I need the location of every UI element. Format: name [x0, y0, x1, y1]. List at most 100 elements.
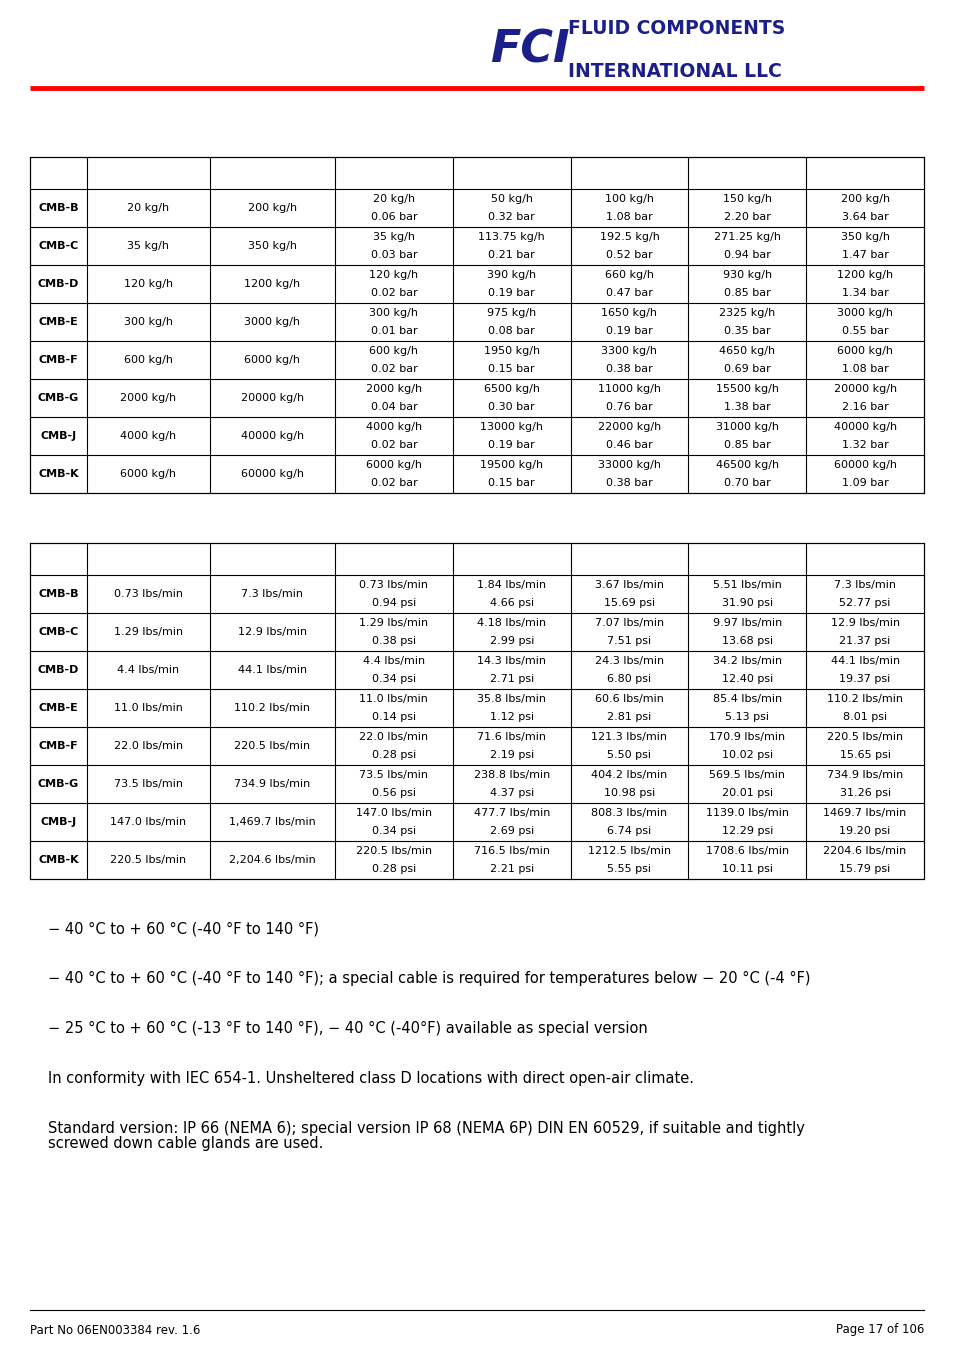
Text: CMB-F: CMB-F	[39, 740, 78, 751]
Text: 110.2 lbs/min: 110.2 lbs/min	[826, 694, 902, 704]
Text: 7.07 lbs/min: 7.07 lbs/min	[595, 619, 663, 628]
Text: 12.29 psi: 12.29 psi	[720, 825, 772, 836]
Text: 1200 kg/h: 1200 kg/h	[244, 280, 300, 289]
Text: 60000 kg/h: 60000 kg/h	[833, 461, 896, 470]
Text: 0.52 bar: 0.52 bar	[605, 250, 652, 259]
Text: 6.74 psi: 6.74 psi	[607, 825, 651, 836]
Text: 10.02 psi: 10.02 psi	[721, 750, 772, 759]
Text: 60.6 lbs/min: 60.6 lbs/min	[595, 694, 663, 704]
Text: 4650 kg/h: 4650 kg/h	[719, 346, 775, 357]
Bar	[30, 157, 923, 493]
Text: Page 17 of 106: Page 17 of 106	[835, 1324, 923, 1336]
Text: 1469.7 lbs/min: 1469.7 lbs/min	[822, 808, 905, 819]
Text: 1.08 bar: 1.08 bar	[605, 212, 652, 222]
Text: 5.50 psi: 5.50 psi	[607, 750, 651, 759]
Text: 1.12 psi: 1.12 psi	[489, 712, 533, 721]
Text: 238.8 lbs/min: 238.8 lbs/min	[473, 770, 549, 781]
Text: 110.2 lbs/min: 110.2 lbs/min	[234, 703, 310, 713]
Text: CMB-E: CMB-E	[38, 317, 78, 327]
Text: Part No 06EN003384 rev. 1.6: Part No 06EN003384 rev. 1.6	[30, 1324, 200, 1336]
Text: 220.5 lbs/min: 220.5 lbs/min	[111, 855, 187, 865]
Text: 0.73 lbs/min: 0.73 lbs/min	[359, 581, 428, 590]
Text: 404.2 lbs/min: 404.2 lbs/min	[591, 770, 667, 781]
Text: 0.30 bar: 0.30 bar	[488, 401, 535, 412]
Text: screwed down cable glands are used.: screwed down cable glands are used.	[48, 1136, 323, 1151]
Text: 1.08 bar: 1.08 bar	[841, 363, 887, 374]
Text: 0.21 bar: 0.21 bar	[488, 250, 535, 259]
Text: 6000 kg/h: 6000 kg/h	[244, 355, 300, 365]
Text: 11.0 lbs/min: 11.0 lbs/min	[359, 694, 428, 704]
Text: 200 kg/h: 200 kg/h	[840, 195, 889, 204]
Text: 716.5 lbs/min: 716.5 lbs/min	[474, 846, 549, 857]
Text: 1200 kg/h: 1200 kg/h	[836, 270, 892, 280]
Text: 390 kg/h: 390 kg/h	[487, 270, 536, 280]
Text: 71.6 lbs/min: 71.6 lbs/min	[476, 732, 546, 742]
Text: 7.3 lbs/min: 7.3 lbs/min	[833, 581, 895, 590]
Bar	[30, 543, 923, 880]
Text: 2204.6 lbs/min: 2204.6 lbs/min	[822, 846, 905, 857]
Text: CMB-C: CMB-C	[38, 240, 78, 251]
Text: 975 kg/h: 975 kg/h	[487, 308, 536, 319]
Text: 1139.0 lbs/min: 1139.0 lbs/min	[705, 808, 788, 819]
Text: 2.21 psi: 2.21 psi	[489, 863, 534, 874]
Text: 0.85 bar: 0.85 bar	[723, 439, 770, 450]
Text: 0.19 bar: 0.19 bar	[488, 288, 535, 297]
Text: 6000 kg/h: 6000 kg/h	[836, 346, 892, 357]
Text: 300 kg/h: 300 kg/h	[124, 317, 172, 327]
Text: 1212.5 lbs/min: 1212.5 lbs/min	[587, 846, 670, 857]
Text: 0.15 bar: 0.15 bar	[488, 363, 535, 374]
Text: 2.69 psi: 2.69 psi	[489, 825, 534, 836]
Text: 44.1 lbs/min: 44.1 lbs/min	[237, 665, 307, 676]
Text: 5.13 psi: 5.13 psi	[724, 712, 768, 721]
Text: 11000 kg/h: 11000 kg/h	[598, 384, 660, 394]
Text: 6.80 psi: 6.80 psi	[607, 674, 651, 684]
Text: 0.94 bar: 0.94 bar	[723, 250, 770, 259]
Text: 220.5 lbs/min: 220.5 lbs/min	[826, 732, 902, 742]
Text: 15.79 psi: 15.79 psi	[839, 863, 890, 874]
Text: 2.19 psi: 2.19 psi	[489, 750, 534, 759]
Text: 35 kg/h: 35 kg/h	[373, 232, 415, 242]
Text: 1708.6 lbs/min: 1708.6 lbs/min	[705, 846, 788, 857]
Text: 22.0 lbs/min: 22.0 lbs/min	[113, 740, 183, 751]
Text: INTERNATIONAL LLC: INTERNATIONAL LLC	[567, 62, 781, 81]
Text: 121.3 lbs/min: 121.3 lbs/min	[591, 732, 667, 742]
Text: 22000 kg/h: 22000 kg/h	[598, 423, 660, 432]
Text: 13.68 psi: 13.68 psi	[721, 636, 772, 646]
Text: 1.38 bar: 1.38 bar	[723, 401, 770, 412]
Text: 2.81 psi: 2.81 psi	[607, 712, 651, 721]
Text: 0.28 psi: 0.28 psi	[372, 750, 416, 759]
Text: 808.3 lbs/min: 808.3 lbs/min	[591, 808, 667, 819]
Text: 40000 kg/h: 40000 kg/h	[241, 431, 304, 440]
Text: CMB-B: CMB-B	[38, 589, 79, 598]
Text: 0.02 bar: 0.02 bar	[370, 288, 416, 297]
Text: 3300 kg/h: 3300 kg/h	[601, 346, 657, 357]
Text: 12.40 psi: 12.40 psi	[720, 674, 772, 684]
Text: 7.3 lbs/min: 7.3 lbs/min	[241, 589, 303, 598]
Text: 4.18 lbs/min: 4.18 lbs/min	[476, 619, 546, 628]
Text: 2.71 psi: 2.71 psi	[489, 674, 534, 684]
Text: 4.37 psi: 4.37 psi	[489, 788, 534, 797]
Text: 734.9 lbs/min: 734.9 lbs/min	[234, 780, 311, 789]
Text: 40000 kg/h: 40000 kg/h	[833, 423, 896, 432]
Text: 0.85 bar: 0.85 bar	[723, 288, 770, 297]
Text: 9.97 lbs/min: 9.97 lbs/min	[712, 619, 781, 628]
Text: 1.84 lbs/min: 1.84 lbs/min	[476, 581, 546, 590]
Text: 192.5 kg/h: 192.5 kg/h	[598, 232, 659, 242]
Text: 4.66 psi: 4.66 psi	[489, 597, 533, 608]
Text: 11.0 lbs/min: 11.0 lbs/min	[114, 703, 183, 713]
Text: 50 kg/h: 50 kg/h	[490, 195, 532, 204]
Text: 569.5 lbs/min: 569.5 lbs/min	[709, 770, 784, 781]
Text: 33000 kg/h: 33000 kg/h	[598, 461, 660, 470]
Text: 170.9 lbs/min: 170.9 lbs/min	[708, 732, 784, 742]
Text: 600 kg/h: 600 kg/h	[369, 346, 418, 357]
Text: 1.47 bar: 1.47 bar	[841, 250, 887, 259]
Text: 0.46 bar: 0.46 bar	[605, 439, 652, 450]
Text: 10.11 psi: 10.11 psi	[721, 863, 772, 874]
Text: 271.25 kg/h: 271.25 kg/h	[713, 232, 780, 242]
Text: 60000 kg/h: 60000 kg/h	[241, 469, 304, 480]
Text: − 25 °C to + 60 °C (-13 °F to 140 °F), − 40 °C (-40°F) available as special vers: − 25 °C to + 60 °C (-13 °F to 140 °F), −…	[48, 1021, 647, 1036]
Text: 6000 kg/h: 6000 kg/h	[120, 469, 176, 480]
Text: 0.02 bar: 0.02 bar	[370, 478, 416, 488]
Text: 15500 kg/h: 15500 kg/h	[715, 384, 778, 394]
Text: 4000 kg/h: 4000 kg/h	[365, 423, 421, 432]
